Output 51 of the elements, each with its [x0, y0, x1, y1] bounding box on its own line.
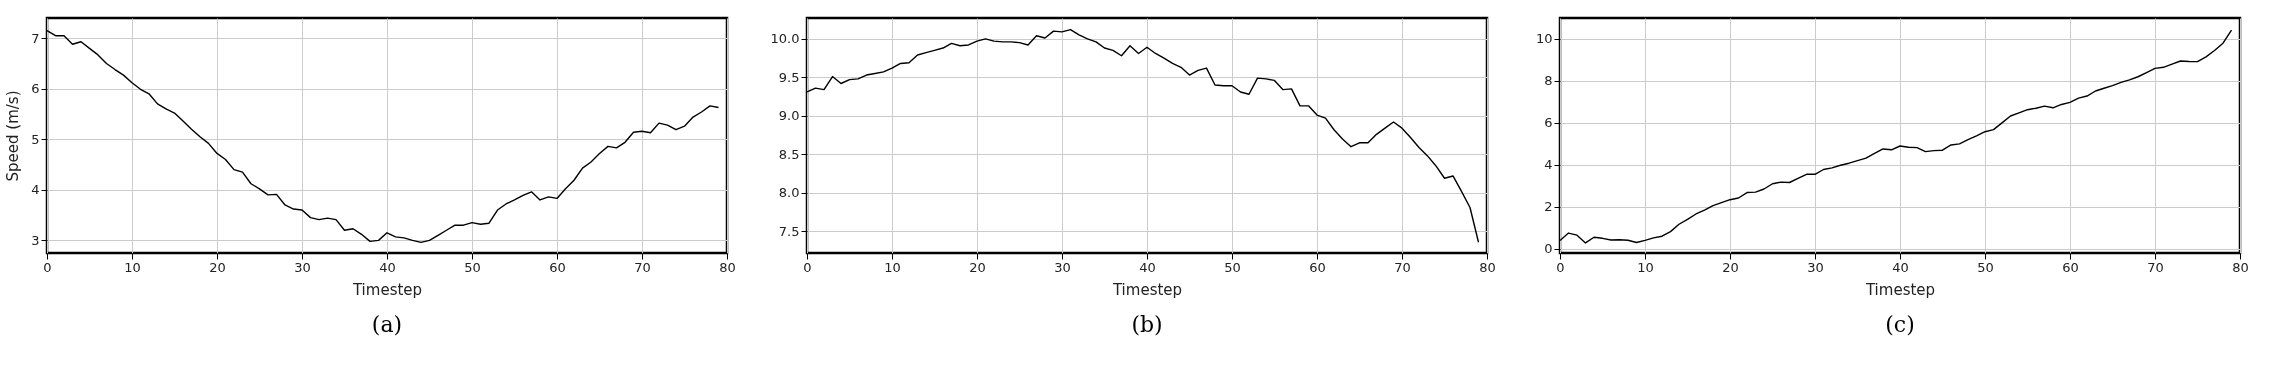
- x-axis-title: Timestep: [351, 280, 423, 299]
- y-tick-label: 9.5: [778, 69, 800, 85]
- x-tick-label: 80: [719, 259, 736, 275]
- y-tick-label: 8.5: [778, 146, 800, 162]
- x-tick-label: 40: [379, 259, 396, 275]
- y-tick-label: 6: [31, 81, 40, 97]
- y-tick-label: 8: [1544, 73, 1553, 89]
- x-tick-label: 0: [803, 259, 812, 275]
- x-tick-label: 10: [124, 259, 141, 275]
- text: (a): [371, 312, 403, 337]
- x-tick-label: 40: [1892, 259, 1909, 275]
- y-tick-label: 0: [1544, 241, 1553, 257]
- x-tick-label: 70: [634, 259, 651, 275]
- y-tick-label: 4: [31, 182, 40, 198]
- x-tick-label: 0: [1556, 259, 1565, 275]
- text: (c): [1885, 312, 1915, 337]
- x-tick-label: 50: [1977, 259, 1994, 275]
- x-tick-label: 20: [969, 259, 986, 275]
- x-tick-label: 80: [2232, 259, 2249, 275]
- y-axis-title: Speed (m/s): [4, 90, 23, 182]
- x-tick-label: 30: [1054, 259, 1071, 275]
- x-tick-label: 40: [1139, 259, 1156, 275]
- x-tick-label: 60: [2062, 259, 2079, 275]
- x-axis-title: Timestep: [1864, 280, 1936, 299]
- x-tick-label: 60: [1309, 259, 1326, 275]
- x-tick-label: 30: [294, 259, 311, 275]
- x-tick-label: 70: [1394, 259, 1411, 275]
- x-tick-label: 20: [209, 259, 226, 275]
- y-tick-label: 3: [31, 232, 40, 248]
- x-tick-label: 30: [1807, 259, 1824, 275]
- x-axis-title: Timestep: [1111, 280, 1183, 299]
- x-tick-label: 0: [43, 259, 52, 275]
- y-tick-label: 7: [31, 30, 40, 46]
- y-tick-label: 9.0: [778, 108, 800, 124]
- x-tick-label: 50: [1224, 259, 1241, 275]
- y-tick-label: 4: [1544, 157, 1553, 173]
- y-tick-label: 2: [1544, 199, 1553, 215]
- y-tick-label: 10: [1535, 31, 1553, 47]
- y-tick-label: 6: [1544, 115, 1553, 131]
- x-tick-label: 70: [2147, 259, 2164, 275]
- y-tick-label: 7.5: [778, 223, 800, 239]
- text: (b): [1131, 312, 1163, 337]
- y-tick-label: 8.0: [778, 185, 800, 201]
- x-tick-label: 10: [884, 259, 901, 275]
- x-tick-label: 60: [549, 259, 566, 275]
- x-tick-label: 50: [464, 259, 481, 275]
- y-tick-label: 5: [31, 131, 40, 147]
- y-tick-label: 10.0: [770, 31, 800, 47]
- x-tick-label: 20: [1722, 259, 1739, 275]
- x-tick-label: 80: [1479, 259, 1496, 275]
- x-tick-label: 10: [1637, 259, 1654, 275]
